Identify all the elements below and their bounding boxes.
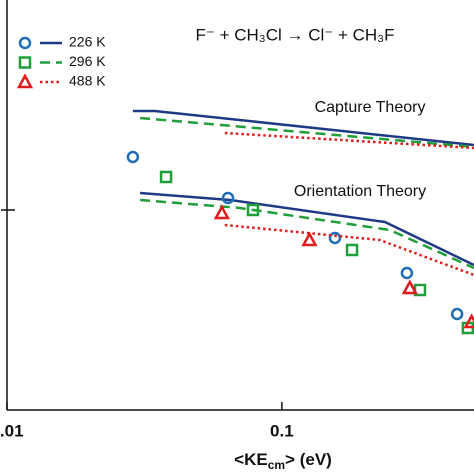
legend-marker (16, 73, 34, 89)
orientation-line (140, 191, 474, 267)
point (450, 307, 464, 321)
legend-label: 296 K (69, 53, 106, 69)
legend-label: 226 K (69, 34, 106, 50)
point (401, 279, 418, 295)
annotation: Orientation Theory (294, 183, 426, 200)
legend-marker (18, 56, 32, 69)
orientation-line (224, 223, 474, 277)
point (246, 203, 260, 217)
capture-line (139, 116, 474, 149)
x-tick-label: 0.1 (270, 421, 294, 440)
x-label-part: > (eV) (285, 450, 332, 469)
capture-line (132, 109, 474, 147)
x-tick-label: 0.01 (0, 421, 24, 440)
x-axis-label: <KEcm> (eV) (234, 450, 332, 472)
point (463, 313, 474, 329)
x-label-sub: cm (268, 458, 285, 472)
chart-title: F⁻ + CH₃Cl → Cl⁻ + CH₃F (196, 25, 395, 44)
orientation-line (140, 198, 474, 270)
point (213, 204, 230, 220)
point (328, 231, 342, 245)
annotation: Capture Theory (315, 99, 426, 116)
point (221, 191, 235, 205)
point (345, 243, 359, 257)
point (400, 266, 414, 280)
x-label-part: <KE (234, 450, 268, 469)
point (301, 231, 318, 247)
point (159, 170, 173, 184)
legend-marker (18, 36, 32, 50)
point (126, 150, 140, 164)
legend-label: 488 K (69, 73, 106, 89)
